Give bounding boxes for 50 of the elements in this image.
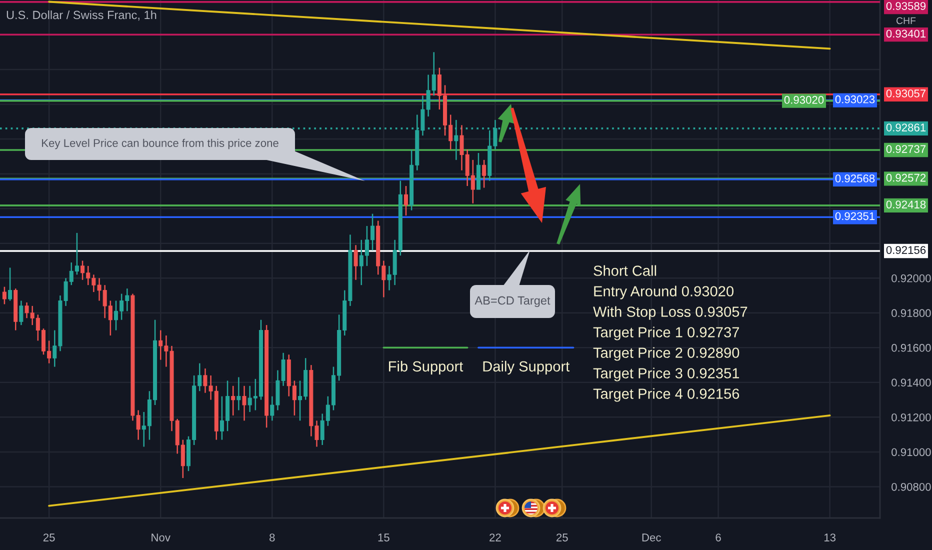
ref-line-label: 0.92418 [886, 200, 926, 208]
y-tick-label: 0.91000 [892, 448, 931, 456]
ref-line-label: 0.92737 [886, 145, 926, 153]
annotation: Key Level Price can bounce from this price zone [42, 138, 278, 150]
x-tick-label: 25 [556, 534, 568, 542]
y-tick-label: 0.92000 [892, 274, 931, 282]
candlestick [2, 286, 6, 305]
x-tick-label: 25 [43, 534, 55, 542]
x-tick-label: 6 [716, 534, 721, 542]
y-tick-label: 0.91400 [892, 378, 931, 387]
candlestick [231, 385, 236, 416]
annotation: Target Price 2 0.92890 [593, 347, 740, 361]
series-label: Daily Support [483, 360, 570, 374]
x-tick-label: 15 [378, 534, 390, 542]
candlestick [8, 267, 12, 302]
candlestick [354, 244, 358, 280]
ref-line-label: 0.93589 [886, 2, 926, 10]
x-tick-label: 13 [824, 534, 836, 542]
x-tick-label: 8 [270, 534, 275, 542]
annotation: With Stop Loss 0.93057 [593, 306, 748, 320]
annotation: Target Price 1 0.92737 [593, 326, 739, 340]
annotation: AB=CD Target [474, 296, 550, 308]
y-tick-label: 0.91800 [892, 309, 931, 318]
ref-line-label: 0.92572 [886, 174, 926, 182]
candlestick [19, 300, 24, 326]
y-tick-label: 0.91200 [892, 413, 931, 422]
candlestick [404, 185, 408, 216]
candlestick [242, 385, 246, 422]
annotation: Target Price 4 0.92156 [593, 388, 740, 402]
ref-line-label: 0.92568 [835, 174, 875, 182]
annotation: Entry Around 0.93020 [594, 286, 734, 300]
series-label: Fib Support [389, 360, 464, 374]
y-tick-label: 0.90800 [892, 482, 931, 491]
text: U.S. Dollar / Swiss Franc, 1h [6, 10, 156, 21]
y-tick-label: 0.91600 [892, 344, 931, 352]
candlestick [236, 376, 241, 411]
ref-line-label: 0.92861 [886, 124, 926, 132]
candlestick [482, 159, 486, 188]
y-axis-title: CHF [896, 17, 916, 24]
annotation: Short Call [594, 265, 656, 276]
ref-line-label: 0.93023 [835, 95, 875, 104]
ref-line-label: 0.92156 [886, 246, 926, 254]
x-tick-label: 22 [490, 534, 501, 542]
x-tick-label: Nov [152, 534, 170, 542]
x-tick-label: Dec [642, 534, 661, 542]
ref-line-label: 0.93020 [784, 96, 824, 104]
ref-line-label: 0.93401 [886, 30, 926, 38]
ref-line-label: 0.93057 [886, 90, 926, 98]
ref-line-label: 0.92351 [835, 212, 875, 220]
annotation: Target Price 3 0.92351 [593, 368, 740, 382]
